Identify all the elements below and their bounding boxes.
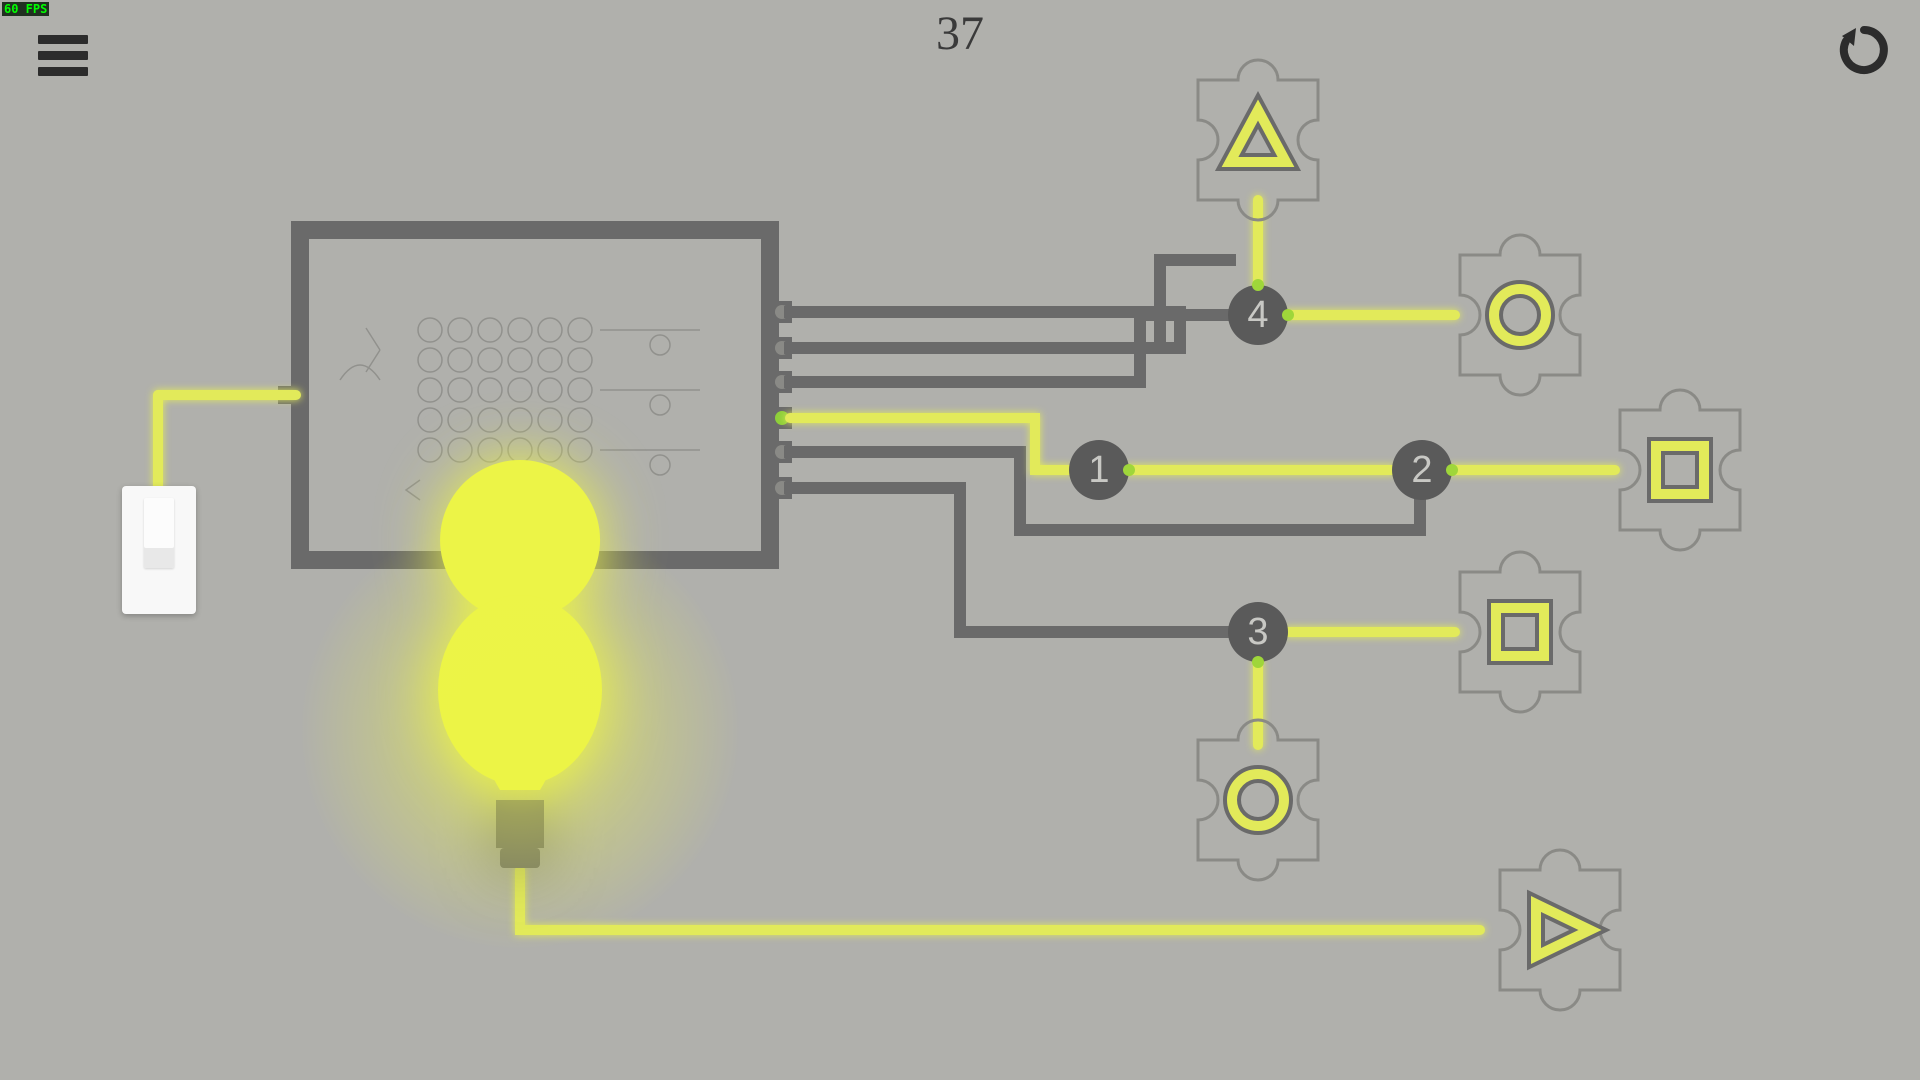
connection-dot-icon (1446, 464, 1458, 476)
triangle-up-icon (1230, 110, 1286, 162)
square-icon (1496, 608, 1544, 656)
circle-icon (1232, 774, 1284, 826)
circle-icon (1494, 289, 1546, 341)
puzzle-slot-p-square-3[interactable] (1460, 552, 1580, 712)
connection-dot-icon (1252, 279, 1264, 291)
puzzle-slot-p-tri-r[interactable] (1500, 850, 1620, 1010)
connection-dot-icon (1123, 464, 1135, 476)
light-bulb (438, 460, 602, 868)
puzzle-slot-p-square-r[interactable] (1620, 390, 1740, 550)
puzzle-slot-p-circle-r[interactable] (1460, 235, 1580, 395)
node-2[interactable]: 2 (1392, 440, 1452, 500)
switch-rocker-icon (144, 498, 174, 568)
power-switch[interactable] (122, 486, 196, 614)
square-icon (1656, 446, 1704, 494)
node-4[interactable]: 4 (1228, 285, 1288, 345)
node-1[interactable]: 1 (1069, 440, 1129, 500)
connection-dot-icon (1282, 309, 1294, 321)
triangle-right-icon (1536, 904, 1590, 956)
game-canvas (0, 0, 1920, 1080)
connection-dot-icon (1252, 656, 1264, 668)
node-3[interactable]: 3 (1228, 602, 1288, 662)
